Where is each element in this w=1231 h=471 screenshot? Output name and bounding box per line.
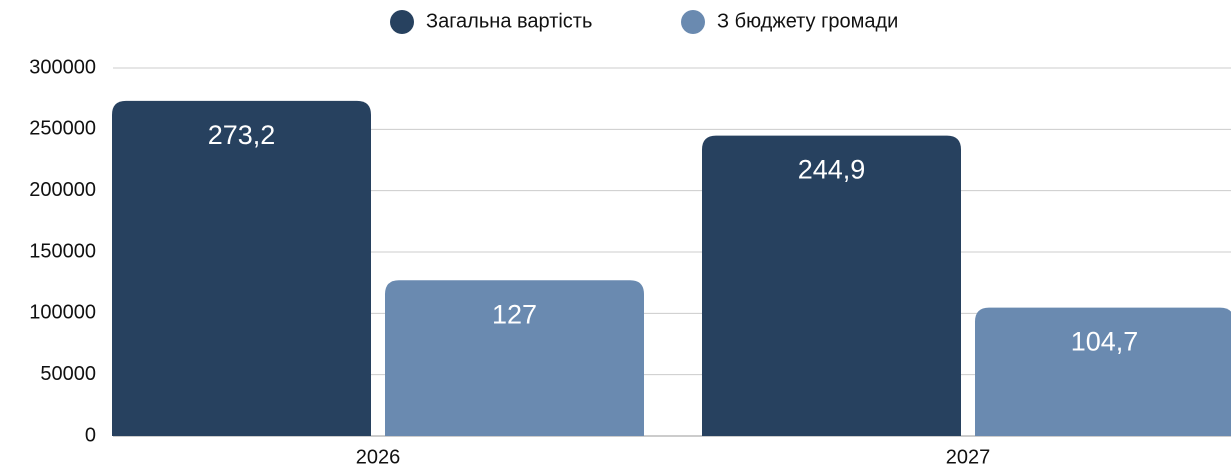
y-tick-label: 100000 bbox=[29, 302, 96, 324]
bar bbox=[385, 280, 644, 436]
bar bbox=[702, 135, 961, 436]
y-tick-label: 50000 bbox=[40, 363, 96, 385]
legend-marker bbox=[390, 10, 414, 34]
legend-label: Загальна вартість bbox=[426, 10, 592, 32]
value-label: 127 bbox=[492, 299, 537, 329]
y-tick-label: 300000 bbox=[29, 56, 96, 78]
y-tick-label: 150000 bbox=[29, 240, 96, 262]
bar bbox=[112, 100, 371, 436]
legend-marker bbox=[681, 10, 705, 34]
x-tick-label: 2026 bbox=[356, 446, 401, 468]
y-tick-label: 200000 bbox=[29, 179, 96, 201]
value-label: 273,2 bbox=[208, 120, 276, 150]
x-tick-label: 2027 bbox=[946, 446, 991, 468]
y-tick-label: 0 bbox=[85, 424, 96, 446]
value-label: 104,7 bbox=[1071, 327, 1139, 357]
y-tick-label: 250000 bbox=[29, 118, 96, 140]
bar bbox=[975, 307, 1231, 436]
value-label: 244,9 bbox=[798, 155, 866, 185]
legend-label: З бюджету громади bbox=[717, 10, 898, 32]
